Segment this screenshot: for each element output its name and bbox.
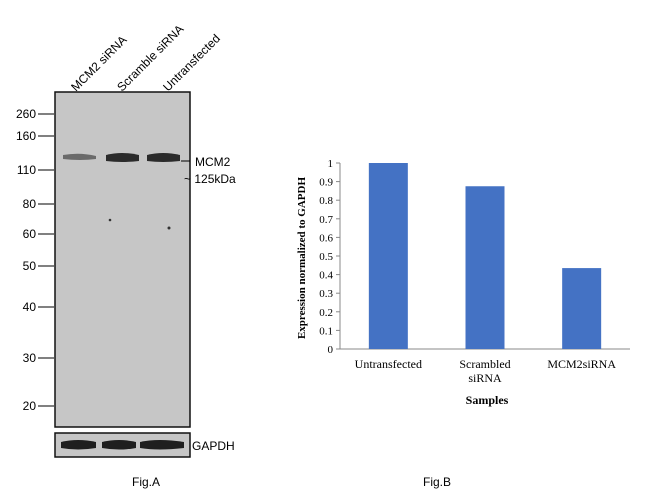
- marker-label: 160: [16, 129, 36, 143]
- bar-mcm2sirna: [562, 268, 602, 349]
- gapdh-band-lane-2: [102, 440, 136, 450]
- bar-scrambled-sirna: [465, 186, 505, 349]
- mcm2-band-lane-2: [106, 153, 139, 162]
- band-label: MCM2: [195, 155, 231, 169]
- bar-untransfected: [368, 163, 408, 349]
- y-tick-label: 0.6: [319, 232, 333, 244]
- band-size: ~ 125kDa: [184, 172, 236, 186]
- y-tick-label: 1: [328, 158, 334, 170]
- marker-label: 50: [23, 259, 37, 273]
- figure-b-caption: Fig.B: [423, 475, 451, 489]
- marker-label: 30: [23, 351, 37, 365]
- marker-label: 260: [16, 107, 36, 121]
- y-tick-label: 0.8: [319, 195, 333, 207]
- y-axis-title: Expression normalized to GAPDH: [296, 177, 308, 339]
- y-axis-ticks: 0 0.1 0.2 0.3 0.4 0.5 0.6 0.7 0.8 0.9 1: [319, 158, 340, 356]
- bars: [368, 163, 602, 349]
- molecular-weight-markers: 260 160 110 80 60 50 40 30 20: [16, 107, 54, 413]
- x-axis-title: Samples: [466, 393, 509, 407]
- western-blot-panel: MCM2 siRNA Scramble siRNA Untransfected …: [16, 22, 236, 489]
- y-tick-label: 0: [328, 344, 334, 356]
- y-tick-label: 0.3: [319, 288, 333, 300]
- bar-chart-panel: Expression normalized to GAPDH 0 0.1 0.2 0.…: [296, 158, 630, 489]
- y-tick-label: 0.1: [319, 325, 333, 337]
- y-tick-label: 0.5: [319, 251, 333, 263]
- marker-label: 40: [23, 300, 37, 314]
- y-tick-label: 0.7: [319, 214, 333, 226]
- marker-label: 110: [17, 163, 36, 177]
- loading-control-label: GAPDH: [192, 439, 235, 453]
- x-tick-label: Scrambled siRNA: [459, 357, 510, 385]
- y-tick-label: 0.2: [319, 307, 333, 319]
- gapdh-band-lane-3: [140, 440, 184, 450]
- x-axis-labels: Untransfected Scrambled siRNA MCM2siRNA: [355, 357, 617, 385]
- marker-label: 20: [23, 399, 37, 413]
- blot-speck: [167, 226, 171, 230]
- marker-label: 80: [23, 197, 37, 211]
- x-tick-label: Untransfected: [355, 357, 422, 371]
- blot-membrane: [54, 91, 191, 428]
- mcm2-band-lane-3: [147, 153, 180, 162]
- marker-label: 60: [23, 227, 37, 241]
- blot-speck: [108, 218, 112, 222]
- figure-a-caption: Fig.A: [132, 475, 160, 489]
- y-tick-label: 0.4: [319, 270, 333, 282]
- gapdh-band-lane-1: [61, 440, 96, 450]
- mcm2-band-lane-1: [63, 153, 96, 160]
- y-tick-label: 0.9: [319, 177, 333, 189]
- x-tick-label: MCM2siRNA: [547, 357, 616, 371]
